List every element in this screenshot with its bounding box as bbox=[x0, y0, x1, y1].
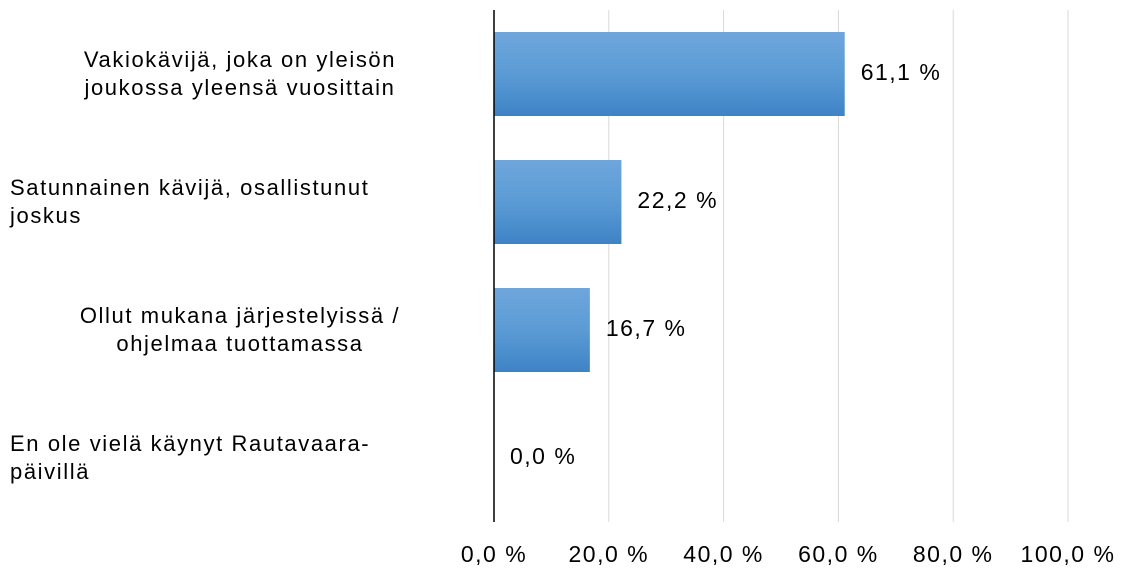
category-label: En ole vielä käynyt Rautavaara- päivillä bbox=[10, 431, 371, 484]
x-tick-label: 40,0 % bbox=[683, 541, 764, 567]
x-tick-label: 20,0 % bbox=[568, 541, 649, 567]
x-tick-label: 100,0 % bbox=[1021, 541, 1116, 567]
value-label: 16,7 % bbox=[606, 315, 687, 341]
bar bbox=[494, 32, 845, 116]
x-tick-label: 60,0 % bbox=[798, 541, 879, 567]
value-label: 22,2 % bbox=[637, 187, 718, 213]
x-tick-label: 80,0 % bbox=[913, 541, 994, 567]
x-tick-label: 0,0 % bbox=[461, 541, 527, 567]
category-label: Ollut mukana järjestelyissä / ohjelmaa t… bbox=[79, 303, 401, 356]
value-label: 0,0 % bbox=[510, 443, 576, 469]
bar bbox=[494, 288, 590, 372]
category-label: Vakiokävijä, joka on yleisön joukossa yl… bbox=[83, 47, 397, 100]
category-label: Satunnainen kävijä, osallistunut joskus bbox=[10, 175, 370, 228]
bar bbox=[494, 160, 622, 244]
value-label: 61,1 % bbox=[861, 59, 942, 85]
